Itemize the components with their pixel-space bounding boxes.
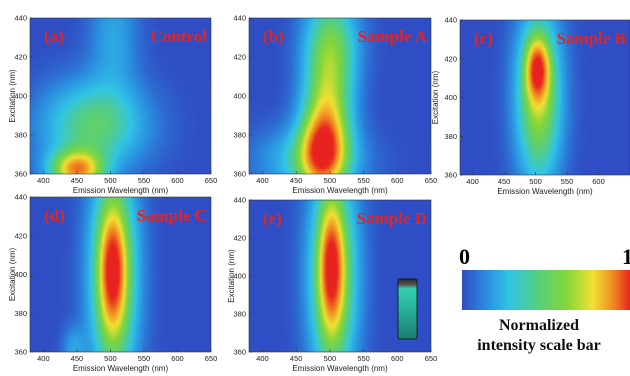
y-tick-label: 420	[14, 53, 27, 62]
x-tick-label: 600	[391, 176, 404, 185]
x-tick-label: 400	[256, 176, 269, 185]
y-axis-label: Excitation (nm)	[8, 247, 17, 301]
y-tick-label: 420	[14, 231, 27, 240]
x-tick-label: 600	[391, 354, 404, 363]
x-tick-label: 650	[425, 354, 438, 363]
y-axis-label: Excitation (nm)	[227, 249, 236, 303]
y-tick-label: 400	[233, 92, 246, 101]
heatmap-image	[30, 18, 211, 174]
y-tick-label: 420	[233, 53, 246, 62]
panel-sample-c: 400 450 500 550 600 650 360 380 400 420 440 Emissio…	[8, 193, 217, 373]
panel-title: Control	[151, 27, 208, 46]
x-tick-label: 550	[357, 176, 370, 185]
x-tick-label: 600	[171, 176, 184, 185]
x-tick-label: 450	[71, 176, 84, 185]
x-axis-label: Emission Wavelength (nm)	[73, 186, 169, 195]
y-tick-label: 400	[14, 92, 27, 101]
x-tick-label: 450	[498, 177, 511, 186]
x-axis-label: Emission Wavelength (nm)	[73, 364, 169, 373]
panel-sample-b: 400 450 500 550 600 360 380 400 420 440 Emission W…	[431, 16, 630, 196]
y-tick-label: 380	[14, 309, 27, 318]
x-tick-label: 400	[37, 176, 50, 185]
panel-label: (d)	[44, 206, 65, 225]
x-tick-label: 550	[138, 354, 151, 363]
heatmap-image	[249, 18, 431, 174]
y-tick-label: 440	[14, 193, 27, 202]
colorbar-caption-line2: intensity scale bar	[477, 337, 601, 354]
x-tick-label: 650	[425, 176, 438, 185]
panel-title: Sample C	[137, 206, 207, 225]
y-axis-label: Excitation (nm)	[431, 70, 440, 124]
y-tick-label: 420	[233, 234, 246, 243]
panel-title: Sample D	[357, 209, 427, 228]
y-tick-label: 360	[233, 170, 246, 179]
x-tick-label: 500	[529, 177, 542, 186]
x-tick-label: 550	[561, 177, 574, 186]
y-tick-label: 360	[444, 171, 457, 180]
colorbar-group: 0 1 Normalized intensity scale bar	[459, 244, 630, 354]
x-tick-label: 500	[104, 354, 117, 363]
y-tick-label: 360	[14, 348, 27, 357]
x-tick-label: 500	[104, 176, 117, 185]
panel-sample-d: 400 450 500 550 600 650 360 380 400 420 440 Emissio…	[227, 196, 437, 373]
y-tick-label: 400	[14, 270, 27, 279]
panel-label: (c)	[474, 29, 493, 48]
y-tick-label: 440	[444, 16, 457, 25]
colorbar-min-label: 0	[459, 244, 470, 269]
y-axis-label: Excitation (nm)	[8, 69, 17, 123]
x-axis-label: Emission Wavelength (nm)	[497, 187, 593, 196]
y-tick-label: 360	[233, 348, 246, 357]
y-tick-label: 380	[14, 131, 27, 140]
panel-control: 400 450 500 550 600 650 360 380 400 420 440 Emissio…	[8, 14, 217, 195]
vial-photo	[397, 278, 418, 340]
x-tick-label: 550	[357, 354, 370, 363]
y-tick-label: 400	[444, 93, 457, 102]
y-tick-label: 380	[233, 310, 246, 319]
x-tick-label: 500	[324, 354, 337, 363]
panel-sample-a: 400 450 500 550 600 650 360 380 400 420 440 Emissio…	[233, 14, 437, 195]
y-tick-label: 440	[233, 196, 246, 205]
y-tick-label: 440	[233, 14, 246, 23]
x-tick-label: 400	[466, 177, 479, 186]
colorbar	[462, 270, 630, 310]
heatmap-image	[460, 20, 630, 175]
x-tick-label: 450	[290, 354, 303, 363]
x-axis-label: Emission Wavelength (nm)	[292, 186, 388, 195]
x-tick-label: 400	[256, 354, 269, 363]
panel-title: Sample B	[557, 29, 626, 48]
x-tick-label: 650	[205, 354, 218, 363]
colorbar-caption-line1: Normalized	[499, 317, 579, 334]
heatmap-image	[30, 197, 211, 352]
x-tick-label: 550	[138, 176, 151, 185]
y-tick-label: 360	[14, 170, 27, 179]
x-axis-label: Emission Wavelength (nm)	[292, 364, 388, 373]
colorbar-max-label: 1	[622, 244, 630, 269]
x-tick-label: 450	[71, 354, 84, 363]
panel-title: Sample A	[358, 27, 428, 46]
y-tick-label: 380	[233, 131, 246, 140]
x-tick-label: 500	[324, 176, 337, 185]
x-tick-label: 650	[205, 176, 218, 185]
y-tick-label: 420	[444, 54, 457, 63]
y-tick-label: 440	[14, 14, 27, 23]
y-tick-label: 380	[444, 132, 457, 141]
x-tick-label: 450	[290, 176, 303, 185]
x-tick-label: 600	[171, 354, 184, 363]
x-tick-label: 400	[37, 354, 50, 363]
panel-label: (a)	[44, 27, 64, 46]
y-tick-label: 400	[233, 272, 246, 281]
x-tick-label: 600	[592, 177, 605, 186]
panel-label: (e)	[263, 209, 282, 228]
panel-label: (b)	[263, 27, 284, 46]
